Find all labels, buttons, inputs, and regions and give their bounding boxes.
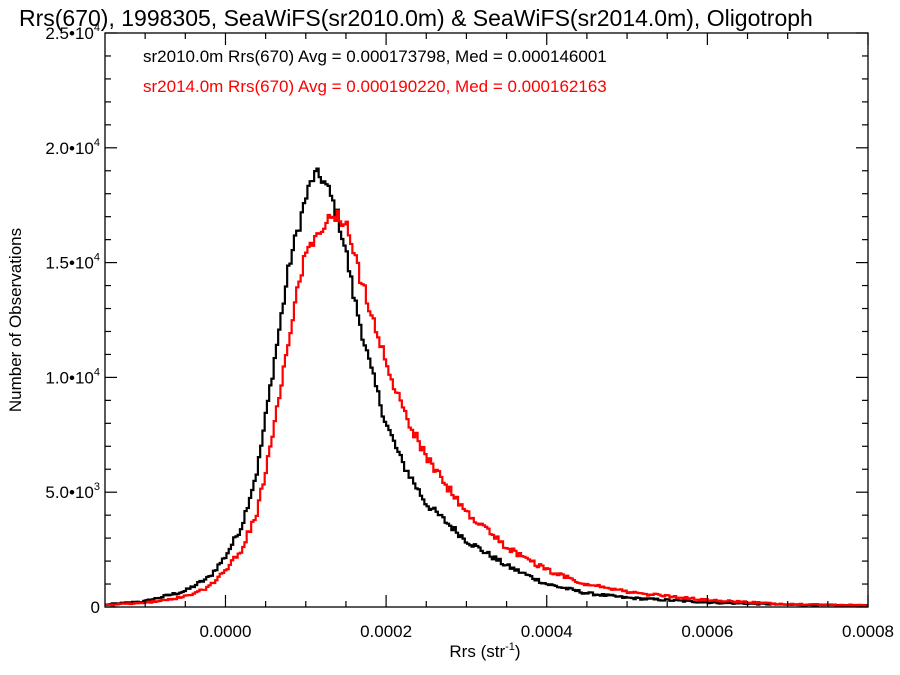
x-tick-label: 0.0002 <box>360 622 412 641</box>
y-tick-exponent: 4 <box>94 252 100 264</box>
y-tick-exponent: 4 <box>94 137 100 149</box>
y-tick-mantissa: 2.5•10 <box>45 24 94 43</box>
y-tick-label: 5.0•103 <box>45 481 100 502</box>
x-axis-label: Rrs (str-1) <box>449 641 520 661</box>
x-tick-label: 0.0004 <box>521 622 573 641</box>
y-tick-exponent: 3 <box>94 481 100 493</box>
x-tick-label: 0.0000 <box>199 622 251 641</box>
y-tick-mantissa: 2.0•10 <box>45 139 94 158</box>
y-tick-label: 1.0•104 <box>45 366 100 387</box>
series-1-stats: sr2010.0m Rrs(670) Avg = 0.000173798, Me… <box>143 47 607 66</box>
plot-frame <box>104 32 869 608</box>
y-tick-label: 2.0•104 <box>45 137 100 158</box>
chart-title: Rrs(670), 1998305, SeaWiFS(sr2010.0m) & … <box>19 5 813 31</box>
y-tick-exponent: 4 <box>94 22 100 34</box>
y-tick-label: 0 <box>91 598 100 617</box>
series-1-histogram <box>105 167 868 608</box>
y-tick-label: 2.5•104 <box>45 22 100 43</box>
y-tick-exponent: 4 <box>94 366 100 378</box>
y-axis-label: Number of Observations <box>6 228 25 412</box>
x-axis-label-main: Rrs (str <box>449 642 505 661</box>
x-axis-label-end: ) <box>515 642 521 661</box>
axes: 0.0000 0.0002 0.0004 0.0006 0.0008 0 5.0•103 1.… <box>45 22 894 641</box>
x-axis-label-sup: -1 <box>505 641 515 653</box>
y-tick-mantissa: 1.0•10 <box>45 368 94 387</box>
series-2-histogram <box>105 209 868 607</box>
x-tick-label: 0.0006 <box>681 622 733 641</box>
y-tick-label: 1.5•104 <box>45 252 100 273</box>
series-2-stats: sr2014.0m Rrs(670) Avg = 0.000190220, Me… <box>143 77 607 96</box>
y-tick-mantissa: 0 <box>91 598 100 617</box>
y-tick-mantissa: 5.0•10 <box>45 483 94 502</box>
series-layer <box>105 167 868 608</box>
x-tick-label: 0.0008 <box>842 622 894 641</box>
y-tick-mantissa: 1.5•10 <box>45 254 94 273</box>
